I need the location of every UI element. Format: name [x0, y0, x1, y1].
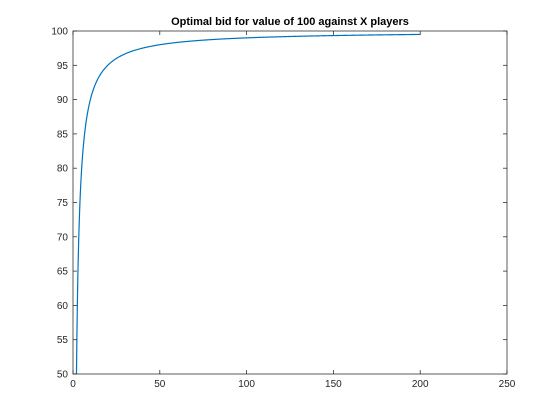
y-tick-label: 65	[57, 267, 69, 278]
series-layer	[75, 33, 421, 375]
x-tick-label: 0	[70, 379, 76, 390]
y-tick-label: 80	[57, 164, 69, 175]
x-tick-label: 200	[412, 379, 429, 390]
y-tick-label: 55	[57, 335, 69, 346]
x-tick-label: 100	[238, 379, 255, 390]
chart-title: Optimal bid for value of 100 against X p…	[171, 16, 409, 28]
y-tick-label: 70	[57, 232, 69, 243]
y-tick-label: 95	[57, 61, 69, 72]
plot-area	[73, 31, 507, 374]
x-tick-label: 50	[154, 379, 166, 390]
y-tick-label: 90	[57, 95, 69, 106]
y-tick-label: 50	[57, 370, 69, 381]
y-tick-label: 75	[57, 198, 69, 209]
y-tick-label: 60	[57, 301, 69, 312]
x-tick-label: 250	[499, 379, 516, 390]
x-tick-label: 150	[325, 379, 342, 390]
y-tick-label: 85	[57, 129, 69, 140]
y-tick-label: 100	[51, 27, 68, 38]
series-line-1	[75, 33, 421, 375]
